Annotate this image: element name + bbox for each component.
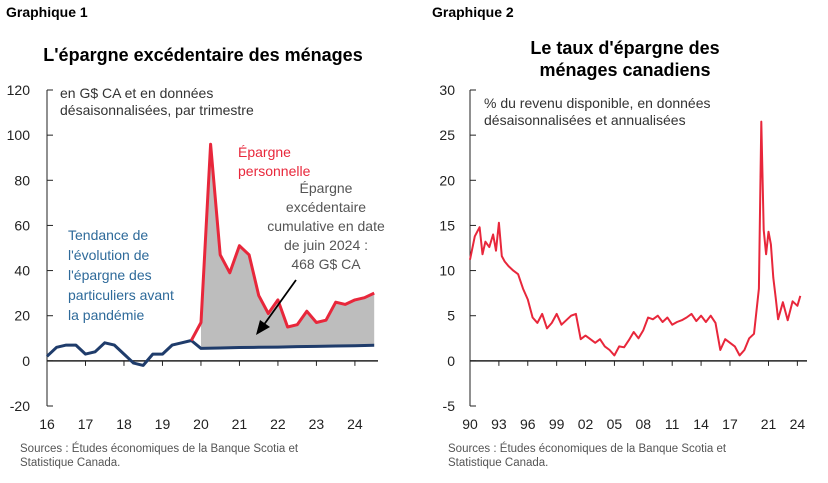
x-tick-label: 90 xyxy=(462,416,478,432)
sources-line: Sources : Études économiques de la Banqu… xyxy=(20,443,299,455)
chart-title-2: Le taux d'épargne des ménages canadiens xyxy=(440,37,810,81)
y-tick-label: 25 xyxy=(439,127,455,143)
x-tick-label: 17 xyxy=(722,416,738,432)
sources-2: Sources : Études économiques de la Banqu… xyxy=(448,442,726,470)
chart-1: -20 0 20 40 60 80 100 120 16 17 18 19 20 21 22 23 24 Épar… xyxy=(7,82,385,432)
y-tick-label: 120 xyxy=(7,82,31,98)
annotation-red-line: personnelle xyxy=(238,163,311,179)
title-line: ménages canadiens xyxy=(539,60,711,80)
y-tick-label: 40 xyxy=(14,263,30,279)
x-tick-label: 16 xyxy=(39,416,55,432)
y-tick-label: 20 xyxy=(14,308,30,324)
chart-subtitle-2: % du revenu disponible, en données désai… xyxy=(484,95,711,129)
x-tick-label: 14 xyxy=(693,416,709,432)
subtitle-line: désaisonnalisées et annualisées xyxy=(484,112,686,128)
annotation-arrow xyxy=(262,279,297,327)
x-tick-label: 99 xyxy=(549,416,565,432)
x-tick-label: 23 xyxy=(309,416,325,432)
annotation-gray-line: excédentaire xyxy=(286,199,366,215)
annotation-gray-line: cumulative en date xyxy=(267,218,385,234)
subtitle-line: désaisonnalisées, par trimestre xyxy=(60,102,254,118)
x-tick-label: 17 xyxy=(78,416,94,432)
sources-line: Statistique Canada. xyxy=(20,457,121,469)
y-tick-label: 60 xyxy=(14,217,30,233)
x-tick-label: 21 xyxy=(761,416,777,432)
panel-label-1: Graphique 1 xyxy=(6,4,88,20)
annotation-blue-line: Tendance de xyxy=(68,227,148,243)
panel-label-2: Graphique 2 xyxy=(432,4,514,20)
x-tick-label: 24 xyxy=(347,416,363,432)
subtitle-line: en G$ CA et en données xyxy=(60,85,214,101)
trend-series-line xyxy=(45,339,375,367)
y-tick-label: 100 xyxy=(7,127,31,143)
x-tick-label: 02 xyxy=(578,416,594,432)
annotation-gray-line: de juin 2024 : xyxy=(284,237,368,253)
x-tick-label: 19 xyxy=(155,416,171,432)
x-tick-label: 18 xyxy=(116,416,132,432)
x-tick-label: 08 xyxy=(636,416,652,432)
y-tick-label: 0 xyxy=(447,353,455,369)
y-tick-label: 80 xyxy=(14,172,30,188)
chart-subtitle-1: en G$ CA et en données désaisonnalisées,… xyxy=(60,85,254,119)
personal-savings-line xyxy=(189,142,375,342)
subtitle-line: % du revenu disponible, en données xyxy=(484,95,711,111)
x-tick-label: 21 xyxy=(232,416,248,432)
sources-1: Sources : Études économiques de la Banqu… xyxy=(20,442,298,470)
y-tick-label: 20 xyxy=(439,172,455,188)
y-tick-label: -20 xyxy=(10,398,30,414)
excess-savings-area xyxy=(201,144,375,349)
x-tick-label: 20 xyxy=(193,416,209,432)
y-tick-label: 15 xyxy=(439,217,455,233)
x-tick-label: 05 xyxy=(607,416,623,432)
x-tick-label: 24 xyxy=(790,416,806,432)
title-line: Le taux d'épargne des xyxy=(530,38,720,58)
x-tick-label: 96 xyxy=(520,416,536,432)
x-tick-label: 22 xyxy=(270,416,286,432)
annotation-gray-line: Épargne xyxy=(300,180,353,196)
annotation-blue-line: particuliers avant xyxy=(68,287,174,303)
annotation-blue-line: l'épargne des xyxy=(68,267,152,283)
savings-rate-line xyxy=(469,120,802,357)
y-tick-label: 30 xyxy=(439,82,455,98)
annotation-blue-line: l'évolution de xyxy=(68,247,150,263)
y-tick-label: 0 xyxy=(22,353,30,369)
annotation-gray-line: 468 G$ CA xyxy=(291,256,361,272)
y-tick-label: -5 xyxy=(443,398,456,414)
x-tick-label: 93 xyxy=(491,416,507,432)
annotation-red-line: Épargne xyxy=(238,144,291,160)
annotation-blue-line: la pandémie xyxy=(68,307,144,323)
x-tick-label: 11 xyxy=(665,416,680,432)
annotation-arrowhead xyxy=(256,320,270,335)
y-tick-label: 5 xyxy=(447,308,455,324)
sources-line: Sources : Études économiques de la Banqu… xyxy=(448,443,727,455)
sources-line: Statistique Canada. xyxy=(448,457,549,469)
y-tick-label: 10 xyxy=(439,263,455,279)
chart-title-1: L'épargne excédentaire des ménages xyxy=(43,45,363,65)
